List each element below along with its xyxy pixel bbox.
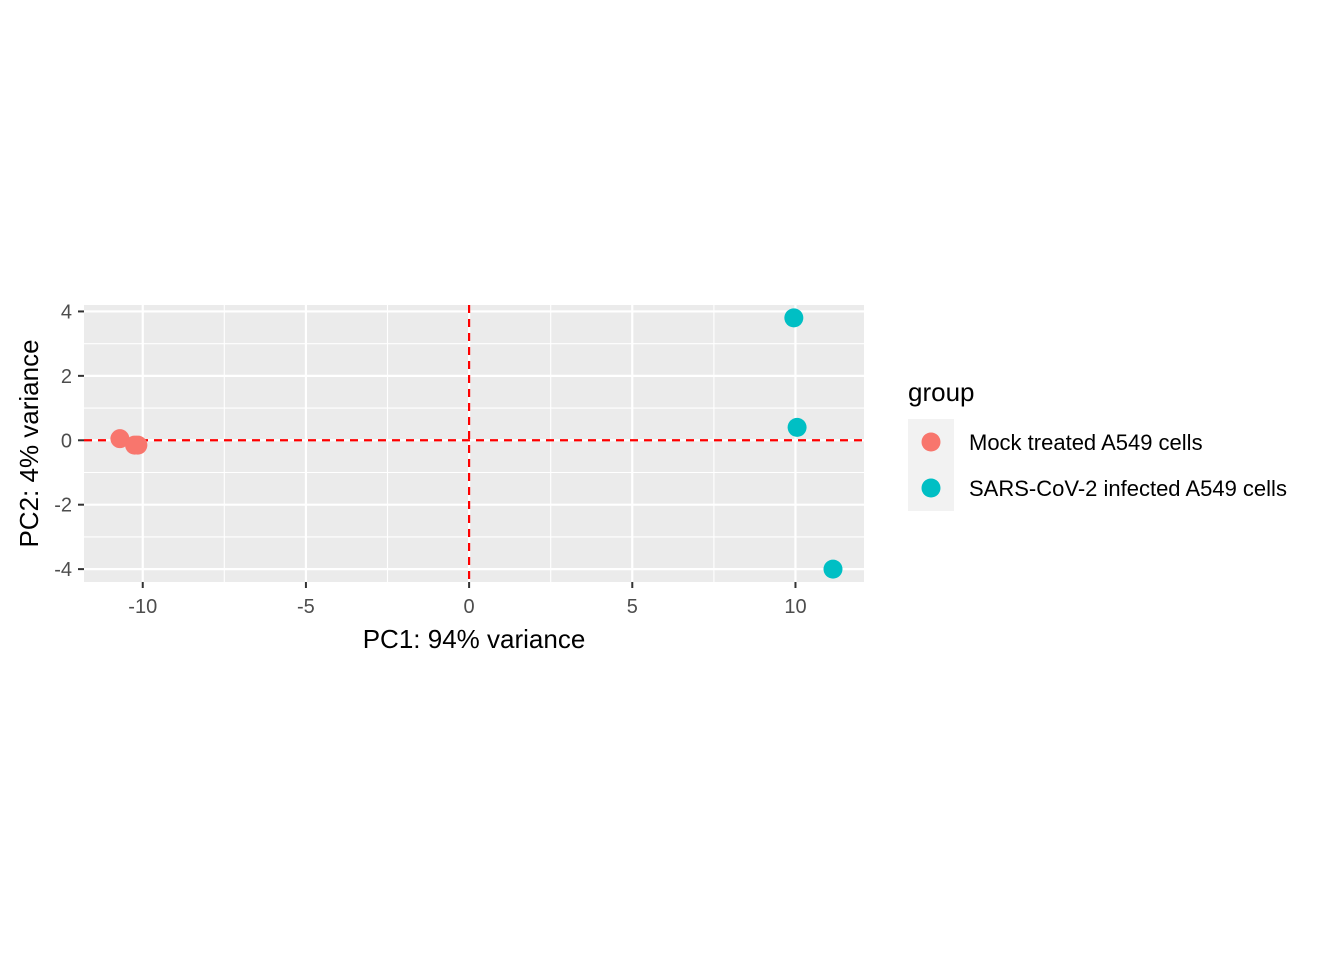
x-axis-title: PC1: 94% variance [363, 624, 586, 654]
x-tick-label: 0 [464, 596, 475, 618]
data-points [110, 308, 843, 579]
reference-lines [84, 305, 864, 582]
x-tick-label: 5 [627, 596, 638, 618]
data-point-1-0 [784, 308, 804, 328]
data-point-0-0 [110, 429, 130, 449]
y-tick-label: -2 [54, 495, 72, 517]
y-tick-label: -4 [54, 559, 72, 581]
y-tick-label: 4 [61, 301, 72, 323]
x-tick-label: -10 [128, 596, 157, 618]
legend-label-1: SARS-CoV-2 infected A549 cells [969, 476, 1287, 501]
y-axis: -4 -2 0 2 4 [54, 301, 84, 581]
legend: group Mock treated A549 cells SARS-CoV-2 … [908, 377, 1287, 511]
legend-title: group [908, 377, 975, 407]
plot-panel [84, 305, 864, 582]
data-point-0-2 [128, 435, 148, 455]
legend-label-0: Mock treated A549 cells [969, 430, 1203, 455]
y-axis-title: PC2: 4% variance [14, 339, 44, 547]
x-tick-label: -5 [297, 596, 315, 618]
y-tick-label: 2 [61, 366, 72, 388]
data-point-1-1 [787, 417, 807, 437]
legend-entries: Mock treated A549 cells SARS-CoV-2 infect… [921, 430, 1287, 501]
x-axis: -10 -5 0 5 10 [128, 582, 807, 618]
x-tick-label: 10 [784, 596, 806, 618]
data-point-1-2 [823, 559, 843, 579]
legend-key-0 [921, 432, 941, 452]
grid-minor [84, 305, 864, 582]
y-tick-label: 0 [61, 430, 72, 452]
legend-key-1 [921, 478, 941, 498]
